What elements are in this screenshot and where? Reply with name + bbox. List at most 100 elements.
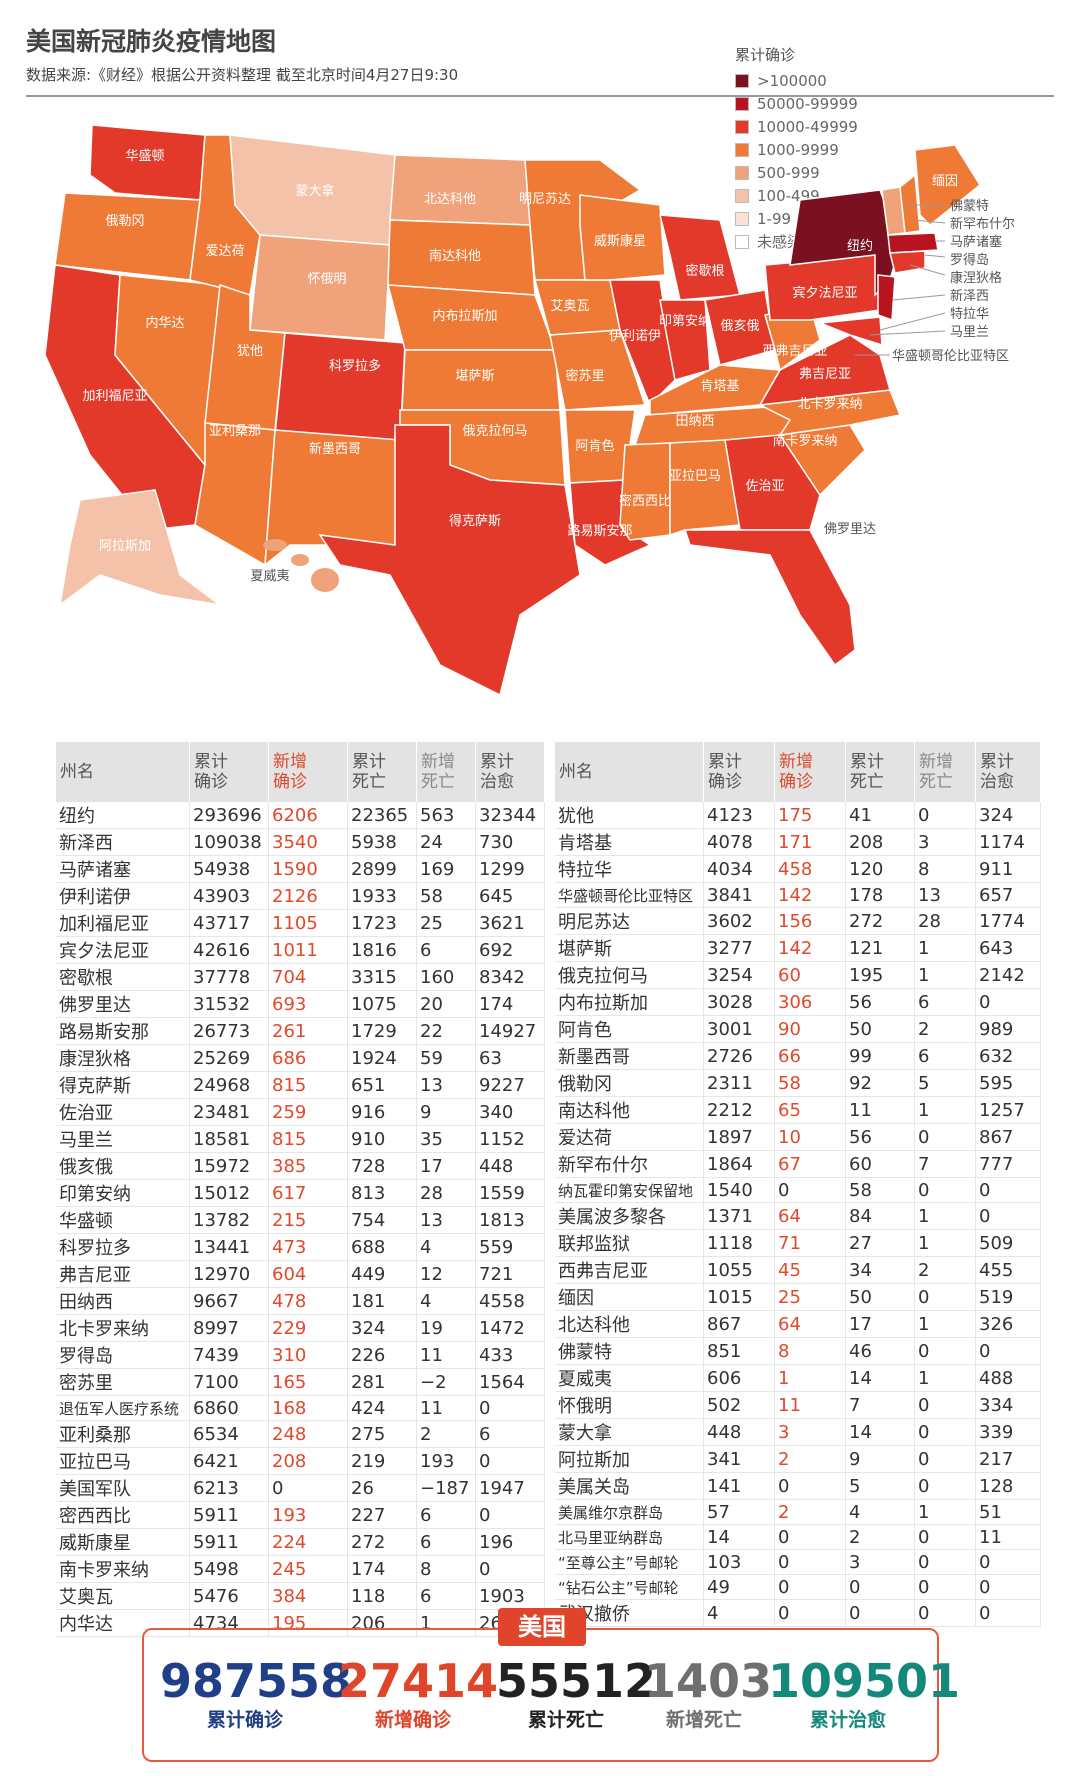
cell-cum-deaths: 206 xyxy=(347,1609,417,1637)
cell-new-confirmed: 6206 xyxy=(268,802,348,829)
legend-swatch xyxy=(735,165,749,180)
cell-state-name: 罗得岛 xyxy=(56,1341,190,1369)
cell-cum-recovered: 32344 xyxy=(475,802,545,829)
cell-cum-confirmed: 141 xyxy=(703,1472,775,1500)
table-row: 阿肯色 3001 90 50 2 989 xyxy=(555,1015,1041,1043)
table-row: 华盛顿 13782 215 754 13 1813 xyxy=(56,1206,545,1234)
cell-state-name: 俄亥俄 xyxy=(56,1152,190,1180)
cell-cum-confirmed: 4 xyxy=(703,1599,775,1627)
state-tx xyxy=(318,424,581,697)
cell-cum-recovered: 645 xyxy=(475,882,545,910)
cell-new-deaths: 4 xyxy=(416,1287,476,1315)
cell-cum-confirmed: 7100 xyxy=(189,1368,269,1396)
cell-cum-recovered: 14927 xyxy=(475,1017,545,1045)
cell-state-name: 爱达荷 xyxy=(555,1123,704,1151)
cell-new-deaths: 5 xyxy=(914,1069,976,1097)
map-label-wy: 怀俄明 xyxy=(307,272,346,287)
cell-state-name: 密苏里 xyxy=(56,1368,190,1396)
cell-new-deaths: 17 xyxy=(416,1152,476,1180)
cell-cum-confirmed: 15972 xyxy=(189,1152,269,1180)
cell-state-name: 夏威夷 xyxy=(555,1364,704,1392)
cell-cum-deaths: 5 xyxy=(845,1472,915,1500)
legend-label: >100000 xyxy=(757,71,827,90)
cell-cum-deaths: 728 xyxy=(347,1152,417,1180)
cell-cum-recovered: 334 xyxy=(975,1391,1041,1419)
cell-new-confirmed: 224 xyxy=(268,1528,348,1556)
map-label-ma: 马萨诸塞 xyxy=(950,234,1002,250)
cell-new-confirmed: 1011 xyxy=(268,936,348,964)
cell-cum-confirmed: 6421 xyxy=(189,1447,269,1475)
cell-state-name: 怀俄明 xyxy=(555,1391,704,1419)
cell-cum-deaths: 324 xyxy=(347,1314,417,1342)
cell-cum-deaths: 178 xyxy=(845,882,915,908)
map-label-hi: 夏威夷 xyxy=(250,568,289,584)
cell-cum-deaths: 56 xyxy=(845,1123,915,1151)
cell-new-deaths: 169 xyxy=(416,855,476,883)
cell-cum-deaths: 56 xyxy=(845,988,915,1016)
table-header-row: 州名 累计 确诊 新增 确诊 累计 死亡 新增 死亡 累计 治愈 xyxy=(555,742,1041,802)
cell-cum-recovered: 174 xyxy=(475,990,545,1018)
cell-cum-confirmed: 5498 xyxy=(189,1555,269,1583)
cell-new-confirmed: 175 xyxy=(774,802,846,829)
table-row: 美国军队 6213 0 26 −187 1947 xyxy=(56,1474,545,1502)
table-row: 美属维尔京群岛 57 2 4 1 51 xyxy=(555,1499,1041,1525)
cell-new-deaths: 0 xyxy=(914,1283,976,1311)
cell-new-deaths: 59 xyxy=(416,1044,476,1072)
cell-state-name: 联邦监狱 xyxy=(555,1229,704,1257)
table-row: 密歇根 37778 704 3315 160 8342 xyxy=(56,963,545,991)
cell-new-deaths: 9 xyxy=(416,1098,476,1126)
legend-label: 500-999 xyxy=(757,163,820,182)
cell-new-deaths: 13 xyxy=(914,882,976,908)
cell-new-confirmed: 90 xyxy=(774,1015,846,1043)
cell-new-deaths: −2 xyxy=(416,1368,476,1396)
cell-new-deaths: 13 xyxy=(416,1206,476,1234)
header-line: 确诊 xyxy=(194,772,228,792)
cell-new-confirmed: 10 xyxy=(774,1123,846,1151)
map-label-ks: 堪萨斯 xyxy=(455,369,494,384)
cell-cum-deaths: 22365 xyxy=(347,802,417,829)
cell-new-confirmed: 165 xyxy=(268,1368,348,1396)
state-il xyxy=(609,279,676,407)
cell-cum-recovered: 0 xyxy=(475,1555,545,1583)
cell-cum-deaths: 275 xyxy=(347,1420,417,1448)
cell-new-confirmed: 45 xyxy=(774,1256,846,1284)
cell-cum-recovered: 0 xyxy=(975,1202,1041,1230)
map-label-mi: 密歇根 xyxy=(685,263,724,279)
table-row: 肯塔基 4078 171 208 3 1174 xyxy=(555,828,1041,856)
cell-cum-recovered: 448 xyxy=(475,1152,545,1180)
state-mo xyxy=(549,329,647,411)
cell-new-confirmed: 473 xyxy=(268,1233,348,1261)
cell-state-name: 华盛顿 xyxy=(56,1206,190,1234)
cell-new-confirmed: 815 xyxy=(268,1125,348,1153)
cell-cum-confirmed: 9667 xyxy=(189,1287,269,1315)
table-row: 俄勒冈 2311 58 92 5 595 xyxy=(555,1069,1041,1097)
map-label-sd: 南达科他 xyxy=(429,248,481,264)
cell-state-name: 缅因 xyxy=(555,1283,704,1311)
cell-cum-recovered: 0 xyxy=(975,988,1041,1016)
cell-state-name: 肯塔基 xyxy=(555,828,704,856)
cell-new-deaths: 2 xyxy=(914,1256,976,1284)
legend-title: 累计确诊 xyxy=(735,46,796,64)
header-line: 死亡 xyxy=(919,772,953,792)
cell-new-deaths: 0 xyxy=(914,1549,976,1575)
cell-state-name: 俄勒冈 xyxy=(555,1069,704,1097)
header-line: 累计 xyxy=(850,752,884,772)
cell-state-name: 犹他 xyxy=(555,802,704,829)
cell-new-deaths: 24 xyxy=(416,828,476,856)
header-line: 新增 xyxy=(273,752,307,772)
cell-new-confirmed: 306 xyxy=(774,988,846,1016)
table-row: 美属关岛 141 0 5 0 128 xyxy=(555,1472,1041,1500)
cell-state-name: 康涅狄格 xyxy=(56,1044,190,1072)
header-line: 死亡 xyxy=(352,772,386,792)
cell-new-confirmed: 58 xyxy=(774,1069,846,1097)
table-row: 退伍军人医疗系统 6860 168 424 11 0 xyxy=(56,1395,545,1421)
cell-new-deaths: 13 xyxy=(416,1071,476,1099)
cell-cum-deaths: 17 xyxy=(845,1310,915,1338)
cell-cum-deaths: 26 xyxy=(347,1474,417,1502)
cell-state-name: 路易斯安那 xyxy=(56,1017,190,1045)
cell-new-confirmed: 0 xyxy=(774,1177,846,1203)
cell-new-deaths: 58 xyxy=(416,882,476,910)
table-body-right: 犹他 4123 175 41 0 324 肯塔基 4078 171 208 3 1174 特拉华 4034… xyxy=(555,802,1041,1627)
cell-cum-confirmed: 448 xyxy=(703,1418,775,1446)
cell-cum-confirmed: 42616 xyxy=(189,936,269,964)
